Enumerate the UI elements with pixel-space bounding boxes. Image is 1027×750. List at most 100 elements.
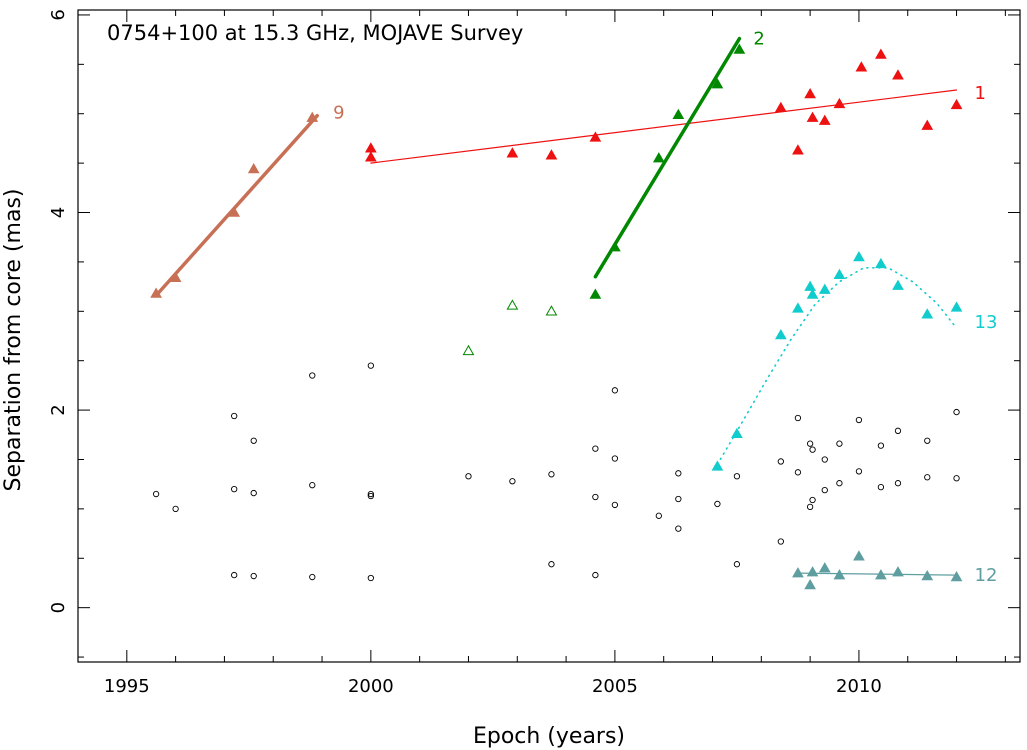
data-point-component-1 <box>875 48 887 59</box>
data-point-component-13 <box>818 283 831 294</box>
data-point-component-9 <box>150 287 162 298</box>
component-label-1: 1 <box>975 83 986 104</box>
fit-line-component-12 <box>797 572 958 576</box>
data-point-component-9 <box>169 271 182 282</box>
data-point-component-1 <box>833 97 846 109</box>
data-point-unidentified <box>548 471 555 478</box>
data-point-unidentified <box>367 574 374 582</box>
data-point-unidentified <box>894 480 902 487</box>
data-point-unidentified <box>894 427 902 434</box>
data-point-component-12 <box>875 569 887 580</box>
fit-line-component-2 <box>593 36 742 279</box>
data-point-unidentified <box>611 387 619 394</box>
data-point-component-2 <box>609 241 621 252</box>
data-point-unidentified <box>924 437 931 444</box>
data-point-unidentified <box>465 473 472 480</box>
axes-group: 1995 2000 2005 2010 0 2 4 6 <box>48 9 1021 697</box>
data-point-component-13 <box>731 427 743 439</box>
data-point-unidentified <box>855 468 863 475</box>
x-tick-label: 2000 <box>348 676 394 697</box>
data-point-component-1 <box>545 149 558 160</box>
data-point-component-9 <box>228 206 241 217</box>
data-point-unidentified <box>611 501 619 509</box>
data-point-component-2 <box>672 108 685 119</box>
y-tick-label: 0 <box>48 602 69 613</box>
data-point-unidentified <box>675 470 682 477</box>
data-point-component-1 <box>774 101 787 113</box>
data-point-component-12 <box>792 567 804 578</box>
data-point-unidentified <box>836 440 843 447</box>
data-point-component-13 <box>921 308 934 319</box>
data-point-component-13 <box>950 301 963 312</box>
data-points-group <box>150 43 963 590</box>
plot-frame <box>77 9 1021 663</box>
data-point-unidentified <box>367 492 374 500</box>
data-point-component-12 <box>853 550 865 561</box>
x-tick-label: 1995 <box>104 676 150 697</box>
x-tick-label: 2005 <box>592 676 638 697</box>
data-point-unidentified <box>592 493 599 501</box>
data-point-unidentified <box>231 412 238 420</box>
component-label-12: 12 <box>975 565 998 586</box>
fit-line-component-9 <box>154 113 319 298</box>
data-point-component-13 <box>892 279 904 290</box>
data-point-unidentified <box>821 486 828 494</box>
data-point-component-1 <box>806 111 819 122</box>
data-point-component-1 <box>792 144 804 155</box>
data-point-unidentified <box>877 483 885 491</box>
data-point-unidentified <box>592 445 599 452</box>
data-point-unidentified <box>675 525 682 532</box>
data-point-component-12 <box>950 571 963 582</box>
component-label-2: 2 <box>753 29 764 50</box>
data-point-unidentified <box>777 458 784 465</box>
data-point-unidentified <box>953 408 960 416</box>
data-point-component-open <box>462 344 475 356</box>
data-point-component-13 <box>853 250 865 262</box>
data-point-component-1 <box>364 142 377 153</box>
data-point-unidentified <box>309 573 316 581</box>
data-point-unidentified <box>172 505 179 513</box>
data-point-component-13 <box>774 329 787 340</box>
data-point-component-9 <box>247 163 260 174</box>
data-point-component-2 <box>589 288 602 299</box>
data-point-component-13 <box>804 280 816 291</box>
data-point-component-1 <box>589 131 602 142</box>
y-tick-label: 4 <box>48 207 69 218</box>
data-point-unidentified <box>250 437 257 444</box>
data-point-unidentified <box>855 416 863 424</box>
data-point-unidentified <box>231 485 238 493</box>
data-point-component-1 <box>921 119 934 130</box>
data-point-component-12 <box>892 566 904 577</box>
data-point-unidentified <box>794 469 802 476</box>
data-point-unidentified <box>733 473 741 480</box>
data-point-unidentified <box>733 561 741 568</box>
fit-line-component-1 <box>370 89 958 164</box>
data-point-component-12 <box>806 566 819 577</box>
data-point-component-1 <box>855 61 868 72</box>
data-point-component-12 <box>818 562 831 573</box>
data-point-unidentified <box>152 490 160 498</box>
data-point-component-13 <box>833 268 846 280</box>
data-point-unidentified <box>675 495 682 503</box>
data-point-component-2 <box>733 43 746 54</box>
data-point-unidentified <box>509 478 516 485</box>
data-point-component-12 <box>921 570 934 581</box>
data-point-component-open <box>506 299 519 310</box>
data-point-component-12 <box>804 578 816 590</box>
data-point-component-2 <box>711 78 724 89</box>
data-point-component-1 <box>506 147 519 158</box>
data-point-unidentified <box>655 512 662 519</box>
data-point-unidentified <box>592 571 599 579</box>
x-axis-title: Epoch (years) <box>473 724 625 749</box>
y-tick-label: 6 <box>48 9 69 20</box>
data-point-unidentified <box>548 561 555 568</box>
data-point-unidentified <box>250 572 257 580</box>
data-point-unidentified <box>794 414 802 422</box>
data-point-component-13 <box>875 257 887 269</box>
data-point-unidentified <box>924 474 931 481</box>
fit-lines-group <box>154 36 958 576</box>
data-point-unidentified <box>836 480 843 487</box>
data-point-component-open <box>545 305 558 316</box>
